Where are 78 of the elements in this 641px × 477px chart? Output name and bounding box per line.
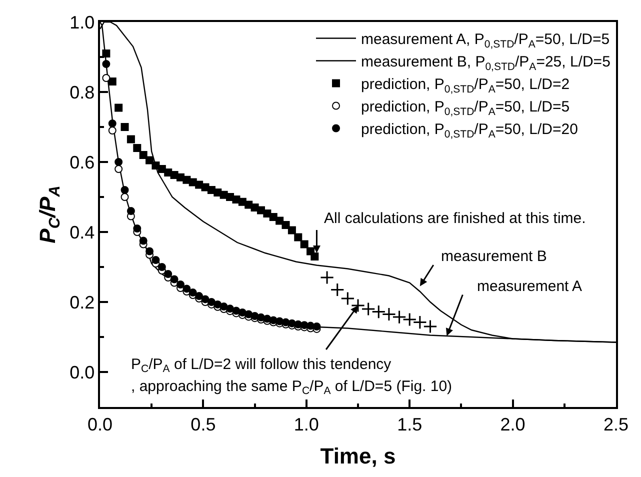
point bbox=[120, 193, 129, 201]
point bbox=[392, 310, 406, 324]
point bbox=[320, 270, 334, 285]
point bbox=[108, 120, 116, 128]
point bbox=[361, 302, 376, 316]
point bbox=[412, 315, 427, 330]
x-tick-label: 0.0 bbox=[87, 414, 113, 434]
point bbox=[310, 252, 319, 260]
point bbox=[188, 288, 197, 297]
legend-label: prediction, P$_{0,STD}$/P$_{A}$=50, L/D=5 bbox=[361, 98, 570, 118]
point bbox=[102, 60, 110, 68]
annotation: All calculations are finished at this time. bbox=[324, 210, 586, 227]
annotation: , approaching the same P$_{C}$/P$_{A}$ of L/D=5 (Fig. 10) bbox=[131, 378, 452, 398]
point bbox=[312, 322, 321, 330]
point bbox=[102, 50, 110, 58]
point bbox=[102, 74, 110, 82]
point bbox=[152, 162, 160, 170]
point bbox=[108, 78, 116, 86]
point bbox=[282, 221, 290, 229]
legend-label: prediction, P$_{0,STD}$/P$_{A}$=50, L/D=20 bbox=[361, 121, 578, 140]
x-tick-label: 2.5 bbox=[603, 414, 629, 434]
y-tick-label: 0.4 bbox=[70, 222, 95, 242]
point bbox=[146, 247, 154, 256]
point bbox=[244, 200, 253, 209]
annotation: measurement B bbox=[441, 248, 547, 265]
point bbox=[158, 263, 166, 271]
point bbox=[220, 302, 228, 311]
point bbox=[126, 135, 135, 144]
x-tick-label: 1.0 bbox=[294, 414, 319, 434]
point bbox=[146, 156, 154, 164]
point bbox=[170, 275, 178, 284]
y-tick-label: 0.0 bbox=[70, 362, 95, 382]
point bbox=[133, 144, 142, 152]
point bbox=[226, 304, 234, 313]
x-tick-label: 0.5 bbox=[190, 414, 216, 434]
point bbox=[288, 226, 296, 234]
point bbox=[120, 186, 129, 194]
legend-label: measurement B, P$_{0,STD}$/P$_{A}$=25, L/D=5 bbox=[361, 54, 610, 73]
point bbox=[133, 224, 142, 232]
legend-label: prediction, P$_{0,STD}$/P$_{A}$=50, L/D=2 bbox=[361, 76, 570, 96]
x-tick-label: 2.0 bbox=[500, 414, 526, 434]
point bbox=[330, 282, 344, 297]
point bbox=[139, 151, 148, 159]
point bbox=[207, 298, 216, 306]
y-tick-label: 0.2 bbox=[70, 292, 95, 312]
point bbox=[372, 304, 386, 319]
x-tick-label: 1.5 bbox=[397, 414, 422, 434]
point bbox=[423, 319, 438, 334]
point bbox=[126, 207, 135, 215]
point bbox=[108, 126, 116, 134]
point bbox=[294, 233, 302, 242]
point bbox=[300, 240, 308, 248]
point bbox=[276, 216, 284, 225]
y-tick-label: 0.8 bbox=[70, 82, 95, 102]
annotation: P$_{C}$/P$_{A}$ of L/D=2 will follow this tendency bbox=[131, 356, 392, 376]
point bbox=[182, 284, 191, 293]
point bbox=[340, 291, 355, 306]
legend-label: measurement A, P$_{0,STD}$/P$_{A}$=50, L/D=5 bbox=[361, 31, 610, 50]
point bbox=[176, 280, 184, 288]
point bbox=[195, 292, 204, 300]
y-tick-label: 0.6 bbox=[70, 152, 95, 172]
point bbox=[201, 295, 210, 304]
point bbox=[350, 298, 366, 313]
annotation: measurement A bbox=[477, 278, 582, 295]
point bbox=[382, 307, 396, 322]
point bbox=[214, 300, 222, 308]
point bbox=[164, 270, 172, 278]
point bbox=[238, 308, 246, 316]
point bbox=[120, 123, 129, 131]
y-tick-label: 1.0 bbox=[70, 12, 95, 32]
point bbox=[114, 165, 123, 173]
point bbox=[263, 209, 272, 218]
point bbox=[114, 104, 123, 112]
point bbox=[114, 158, 123, 166]
x-axis-title: Time, s bbox=[320, 444, 396, 469]
point bbox=[139, 236, 148, 245]
point bbox=[402, 312, 417, 327]
point bbox=[152, 256, 160, 264]
